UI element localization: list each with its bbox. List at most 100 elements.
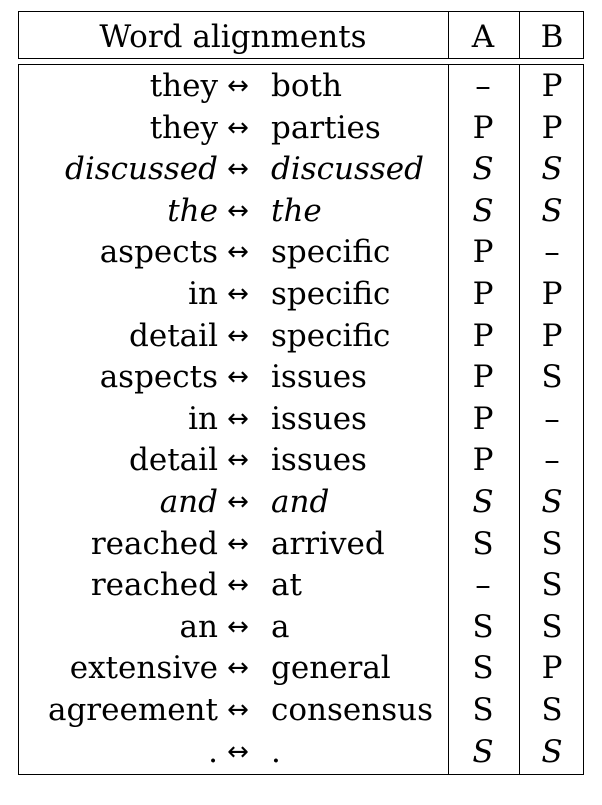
source-word: aspects [99, 234, 218, 271]
label-b: S [541, 484, 563, 520]
target-word: . [271, 733, 281, 770]
source-word: and [159, 484, 218, 520]
body-left-rule [18, 64, 19, 774]
target-word: specific [271, 276, 391, 312]
header-divider-a [448, 11, 449, 58]
target-word: issues [271, 442, 367, 479]
label-b: P [541, 68, 563, 104]
source-word: an [179, 608, 218, 645]
label-b: – [544, 234, 560, 271]
source-word: detail [129, 442, 218, 479]
source-word: the [167, 192, 218, 229]
label-a: P [472, 317, 494, 354]
source-word: agreement [47, 692, 218, 728]
body-divider-b [519, 64, 520, 774]
source-word: reached [90, 525, 218, 562]
label-b: S [541, 151, 563, 188]
alignment-arrow: ↔ [227, 653, 249, 684]
label-a: P [472, 400, 494, 437]
label-b: – [544, 400, 560, 437]
header-right-rule [583, 11, 584, 58]
header-col-a: A [471, 19, 495, 55]
target-word: issues [271, 400, 367, 437]
label-a: S [472, 733, 494, 770]
target-word: discussed [271, 151, 425, 188]
label-b: S [541, 192, 563, 229]
header-col-b: B [540, 19, 564, 55]
target-word: issues [271, 359, 367, 396]
alignment-arrow: ↔ [227, 195, 249, 226]
label-a: S [472, 608, 494, 645]
alignment-arrow: ↔ [227, 736, 249, 767]
alignment-arrow: ↔ [227, 695, 249, 725]
label-a: S [472, 692, 494, 728]
source-word: aspects [99, 359, 218, 396]
label-a: S [472, 192, 494, 229]
label-b: S [541, 525, 563, 562]
target-word: specific [271, 317, 391, 354]
alignment-arrow: ↔ [227, 611, 249, 642]
alignment-arrow: ↔ [227, 445, 249, 476]
label-b: S [541, 692, 563, 728]
alignment-arrow: ↔ [227, 154, 249, 185]
alignment-arrow: ↔ [227, 487, 249, 517]
source-word: . [208, 733, 218, 770]
target-word: specific [271, 234, 391, 271]
source-word: detail [129, 317, 218, 354]
target-word: at [271, 567, 302, 604]
header-word-alignments: Word alignments [99, 19, 367, 55]
target-word: arrived [271, 525, 385, 562]
table-top-rule [18, 11, 584, 12]
target-word: consensus [271, 692, 433, 728]
label-b: S [541, 733, 563, 770]
alignment-arrow: ↔ [227, 528, 249, 559]
header-bottom-rule [18, 58, 584, 59]
alignment-arrow: ↔ [227, 570, 249, 601]
label-b: P [541, 109, 563, 146]
label-a: P [472, 442, 494, 479]
label-a: P [472, 359, 494, 396]
source-word: extensive [69, 650, 218, 687]
alignment-arrow: ↔ [227, 71, 249, 101]
alignment-arrow: ↔ [227, 237, 249, 268]
table-bottom-rule [18, 774, 584, 775]
label-b: – [544, 442, 560, 479]
target-word: a [271, 608, 290, 645]
target-word: the [271, 192, 322, 229]
target-word: general [271, 650, 391, 687]
alignment-arrow: ↔ [227, 403, 249, 434]
label-a: P [472, 234, 494, 271]
alignment-arrow: ↔ [227, 279, 249, 309]
label-b: P [541, 317, 563, 354]
source-word: discussed [64, 151, 218, 188]
source-word: in [188, 400, 218, 437]
label-a: S [472, 525, 494, 562]
target-word: and [271, 484, 330, 520]
body-top-rule [18, 64, 584, 65]
label-a: – [475, 68, 491, 104]
source-word: in [188, 276, 218, 312]
alignment-arrow: ↔ [227, 112, 249, 143]
source-word: reached [90, 567, 218, 604]
body-divider-a [448, 64, 449, 774]
source-word: they [149, 109, 218, 146]
body-right-rule [583, 64, 584, 774]
label-a: P [472, 109, 494, 146]
source-word: they [149, 68, 218, 104]
target-word: parties [271, 109, 381, 146]
target-word: both [271, 68, 342, 104]
label-b: S [541, 608, 563, 645]
label-a: – [475, 567, 491, 604]
label-b: S [541, 567, 563, 604]
alignment-arrow: ↔ [227, 362, 249, 393]
label-b: P [541, 650, 563, 687]
label-a: P [472, 276, 494, 312]
label-b: P [541, 276, 563, 312]
alignment-arrow: ↔ [227, 320, 249, 351]
label-a: S [472, 151, 494, 188]
header-left-rule [18, 11, 19, 58]
header-divider-b [519, 11, 520, 58]
label-a: S [472, 650, 494, 687]
label-a: S [472, 484, 494, 520]
